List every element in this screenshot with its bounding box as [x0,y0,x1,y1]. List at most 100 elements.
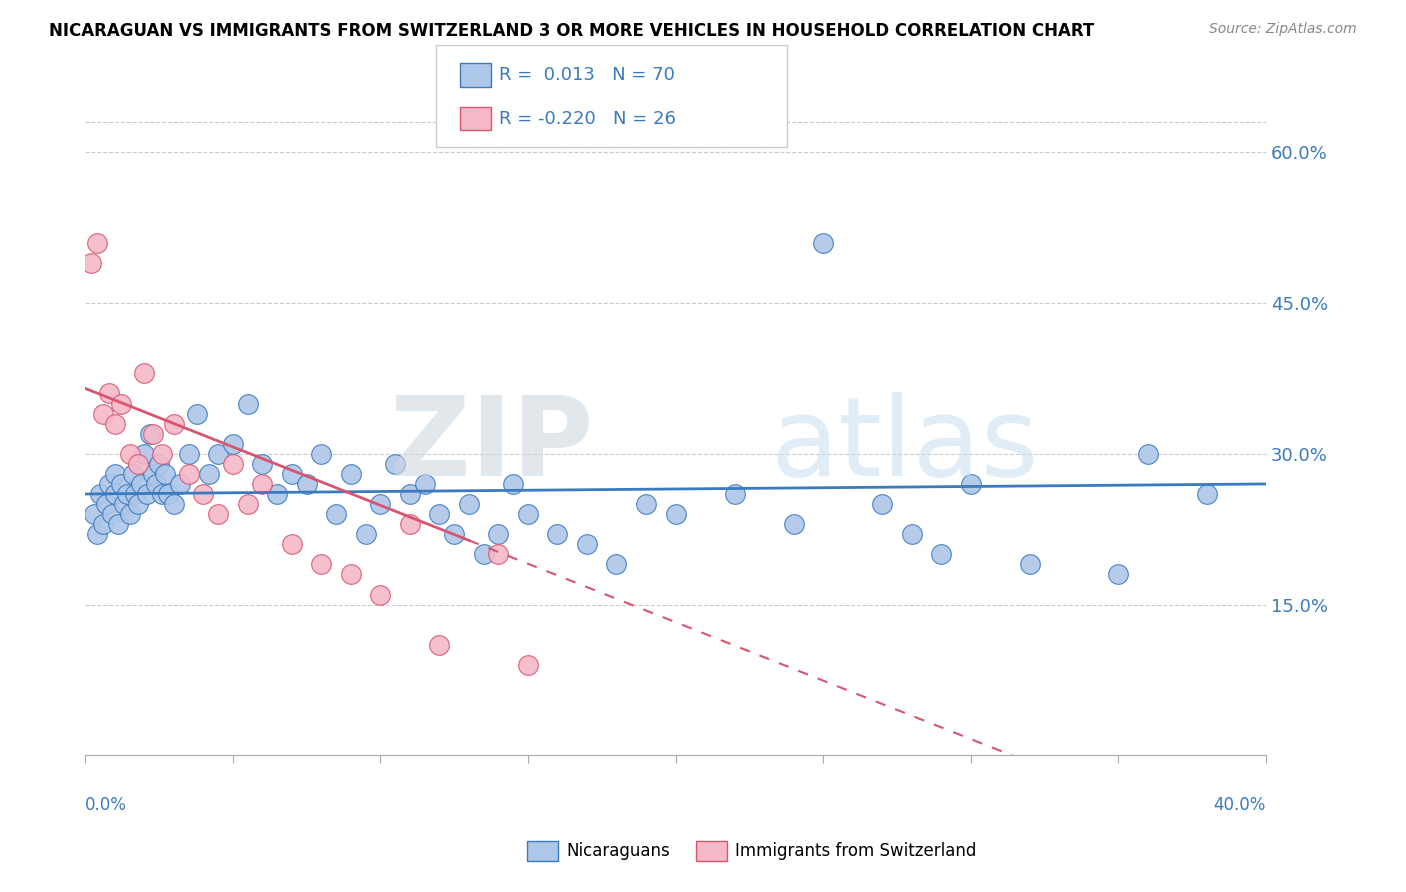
Text: ZIP: ZIP [389,392,593,499]
Point [177,447,200,461]
Point [399,487,422,501]
Point [112,497,135,511]
Point [142,467,165,481]
Point [782,517,804,532]
Point [134,367,156,381]
Point [959,477,981,491]
Point [370,497,392,511]
Point [104,487,127,501]
Point [311,447,333,461]
Point [340,467,363,481]
Point [340,567,363,582]
Point [443,527,465,541]
Point [252,457,274,471]
Point [131,477,153,491]
Point [136,487,159,501]
Point [156,487,179,501]
Point [142,426,165,441]
Point [169,477,191,491]
Text: NICARAGUAN VS IMMIGRANTS FROM SWITZERLAND 3 OR MORE VEHICLES IN HOUSEHOLD CORREL: NICARAGUAN VS IMMIGRANTS FROM SWITZERLAN… [49,22,1094,40]
Point [870,497,893,511]
Point [723,487,745,501]
Point [281,467,304,481]
Point [127,457,149,471]
Point [80,256,103,270]
Text: Source: ZipAtlas.com: Source: ZipAtlas.com [1209,22,1357,37]
Point [517,657,540,672]
Point [207,507,229,521]
Point [150,487,173,501]
Point [118,447,141,461]
Point [399,517,422,532]
Point [900,527,922,541]
Point [177,467,200,481]
Point [124,487,146,501]
Point [236,497,259,511]
Point [295,477,318,491]
Point [163,497,186,511]
Point [89,487,111,501]
Point [110,396,132,410]
Point [86,235,108,250]
Text: R =  0.013   N = 70: R = 0.013 N = 70 [499,66,675,84]
Text: 40.0%: 40.0% [1213,796,1265,814]
Point [325,507,347,521]
Point [472,547,495,561]
Point [148,457,170,471]
Point [222,457,245,471]
Point [163,417,186,431]
Point [354,527,377,541]
Point [458,497,481,511]
Point [1136,447,1159,461]
Point [97,386,120,401]
Point [252,477,274,491]
Point [634,497,657,511]
Point [546,527,568,541]
Point [1018,558,1040,572]
Point [121,467,143,481]
Point [110,477,132,491]
Point [929,547,952,561]
Point [107,517,129,532]
Point [83,507,105,521]
Point [575,537,598,551]
Point [193,487,215,501]
Point [605,558,627,572]
Point [488,547,510,561]
Point [198,467,221,481]
Point [281,537,304,551]
Text: atlas: atlas [770,392,1039,499]
Point [429,507,451,521]
Point [91,517,114,532]
Point [311,558,333,572]
Point [118,507,141,521]
Point [1107,567,1129,582]
Text: R = -0.220   N = 26: R = -0.220 N = 26 [499,110,676,128]
Point [664,507,686,521]
Point [488,527,510,541]
Point [97,477,120,491]
Point [104,467,127,481]
Point [139,426,162,441]
Point [266,487,288,501]
Point [236,396,259,410]
Point [222,436,245,450]
Text: Nicaraguans: Nicaraguans [567,842,671,860]
Point [153,467,176,481]
Point [370,588,392,602]
Point [186,407,208,421]
Point [429,638,451,652]
Text: 0.0%: 0.0% [86,796,127,814]
Point [502,477,524,491]
Point [517,507,540,521]
Point [134,447,156,461]
Text: Immigrants from Switzerland: Immigrants from Switzerland [735,842,977,860]
Point [101,507,124,521]
Point [150,447,173,461]
Point [115,487,138,501]
Point [1195,487,1218,501]
Point [413,477,436,491]
Point [207,447,229,461]
Point [145,477,167,491]
Point [104,417,127,431]
